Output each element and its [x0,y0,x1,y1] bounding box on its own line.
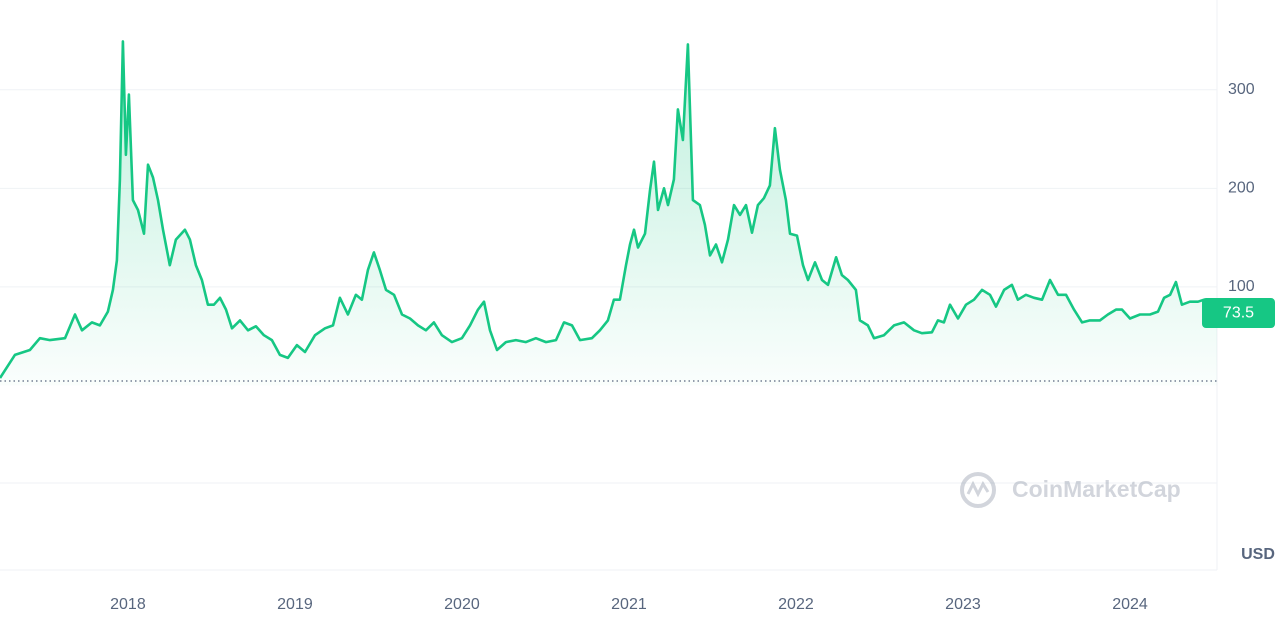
x-tick-label: 2019 [277,596,313,613]
last-price-tag [1202,298,1275,329]
watermark-logo-wave [966,480,990,498]
x-tick-label: 2022 [778,596,814,613]
currency-label: USD [1241,546,1275,563]
price-area [0,41,1217,386]
watermark-logo [960,472,996,508]
watermark-text: CoinMarketCap [1012,476,1181,502]
x-tick-label: 2024 [1112,596,1148,613]
price-line [0,40,1218,379]
last-price-label: 73.5 [1223,304,1254,321]
y-tick-label: 200 [1228,180,1255,197]
y-tick-label: 100 [1228,278,1255,295]
x-tick-label: 2020 [444,596,480,613]
x-tick-label: 2023 [945,596,981,613]
y-tick-label: 300 [1228,81,1255,98]
x-tick-label: 2021 [611,596,647,613]
x-tick-label: 2018 [110,596,146,613]
watermark: CoinMarketCap [960,472,1181,508]
